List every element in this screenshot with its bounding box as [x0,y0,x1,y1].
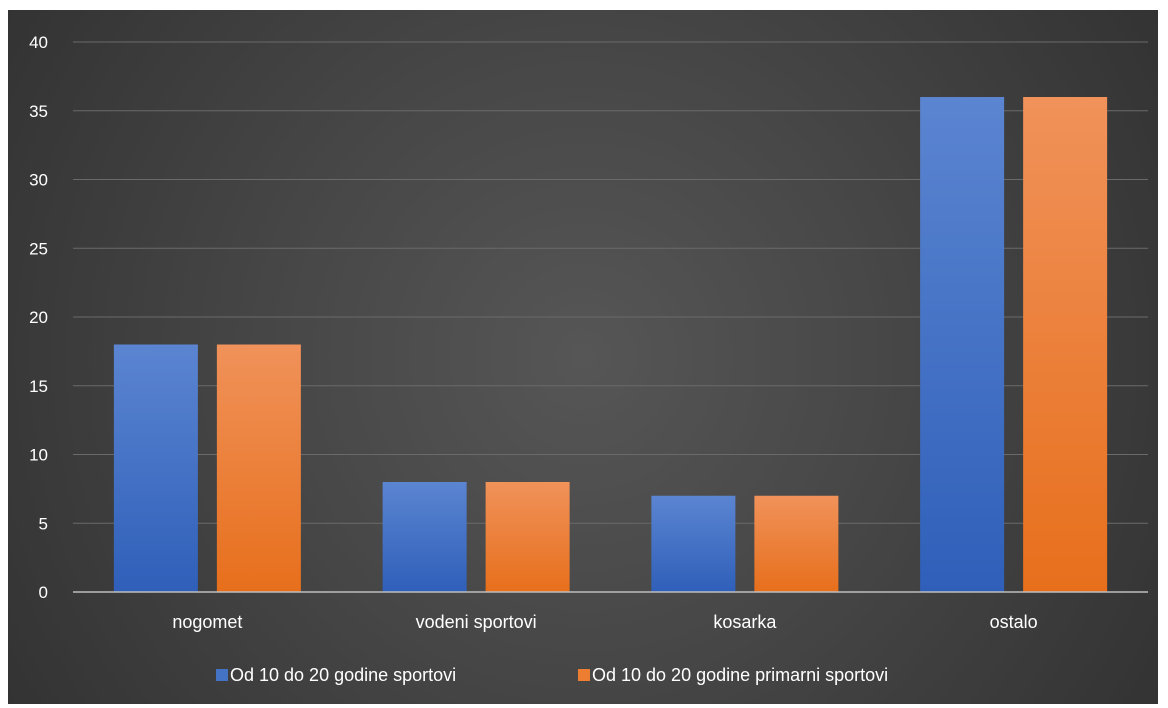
legend-swatch [216,669,228,681]
y-tick-label: 10 [29,446,48,465]
x-tick-label: vodeni sportovi [416,612,537,632]
legend: Od 10 do 20 godine sportovi Od 10 do 20 g… [216,665,888,685]
bar-kosarka-series-2 [754,495,839,592]
y-tick-label: 15 [29,377,48,396]
bar-ostalo-series-1 [920,97,1005,592]
x-tick-label: kosarka [713,612,777,632]
bar-ostalo-series-2 [1023,97,1108,592]
y-tick-label: 0 [39,583,48,602]
x-axis-labels: nogomet vodeni sportovi kosarka ostalo [172,612,1037,632]
y-axis: 0 5 10 15 20 25 30 35 40 [29,33,48,602]
y-tick-label: 25 [29,239,48,258]
bar-chart: 0 5 10 15 20 25 30 35 40 nogomet vodeni sportovi k… [29,33,1148,685]
legend-label: Od 10 do 20 godine sportovi [230,665,456,685]
y-tick-label: 20 [29,308,48,327]
y-tick-label: 35 [29,102,48,121]
bar-kosarka-series-1 [651,495,736,592]
bar-nogomet-series-2 [216,344,301,592]
chart-area: 0 5 10 15 20 25 30 35 40 nogomet vodeni sportovi k… [8,10,1158,704]
y-tick-label: 40 [29,33,48,52]
x-tick-label: nogomet [172,612,242,632]
x-tick-label: ostalo [990,612,1038,632]
legend-swatch [578,669,590,681]
bars [113,97,1108,592]
bar-vodeni-sportovi-series-1 [382,482,467,592]
y-tick-label: 30 [29,171,48,190]
bar-nogomet-series-1 [113,344,198,592]
y-tick-label: 5 [39,514,48,533]
legend-label: Od 10 do 20 godine primarni sportovi [592,665,888,685]
bar-vodeni-sportovi-series-2 [485,482,570,592]
